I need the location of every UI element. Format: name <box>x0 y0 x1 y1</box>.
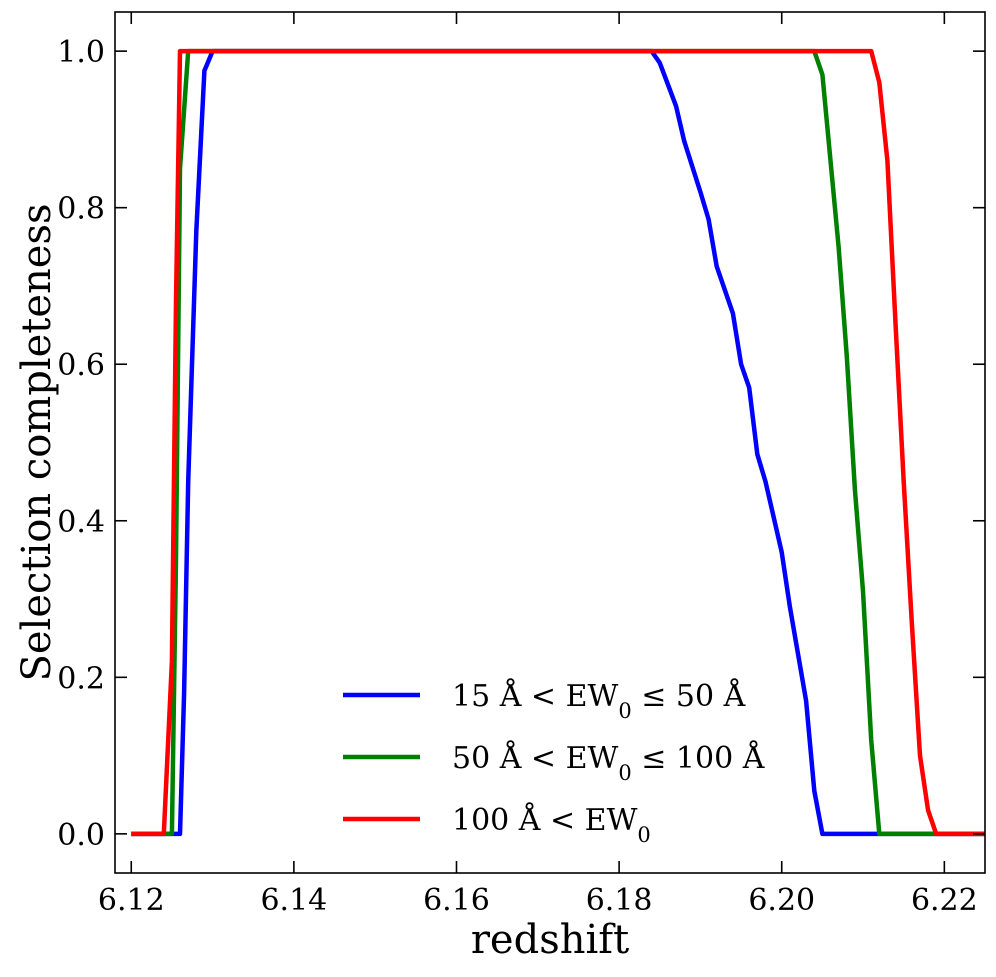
legend-label-red: 100 Å < EW0 <box>452 802 651 847</box>
y-axis-title: Selection completeness <box>14 203 60 681</box>
legend: 15 Å < EW0 ≤ 50 Å 50 Å < EW0 ≤ 100 Å 100 Å… <box>343 678 765 847</box>
legend-label-blue: 15 Å < EW0 ≤ 50 Å <box>452 678 746 723</box>
ticks-layer: 6.12 6.14 6.16 6.18 6.20 6.22 0.0 0.2 0.4 0.6 0.8 1… <box>57 12 985 918</box>
legend-label-green: 50 Å < EW0 ≤ 100 Å <box>452 740 765 785</box>
x-tick-label: 6.12 <box>98 883 165 918</box>
x-tick-label: 6.18 <box>586 883 653 918</box>
y-tick-label: 0.0 <box>57 818 105 853</box>
y-tick-label: 1.0 <box>57 35 105 70</box>
y-tick-label: 0.4 <box>57 505 105 540</box>
series-layer <box>131 48 985 837</box>
x-tick-label: 6.20 <box>748 883 815 918</box>
x-axis-title: redshift <box>471 917 629 963</box>
plot-frame <box>114 11 986 874</box>
x-tick-label: 6.14 <box>260 883 327 918</box>
series-line-red <box>131 48 985 837</box>
y-tick-label: 0.2 <box>57 661 105 696</box>
y-tick-label: 0.8 <box>57 192 105 227</box>
y-tick-label: 0.6 <box>57 348 105 383</box>
x-tick-label: 6.22 <box>911 883 978 918</box>
x-tick-label: 6.16 <box>423 883 490 918</box>
series-line-blue <box>131 48 985 837</box>
series-line-green <box>131 48 985 837</box>
